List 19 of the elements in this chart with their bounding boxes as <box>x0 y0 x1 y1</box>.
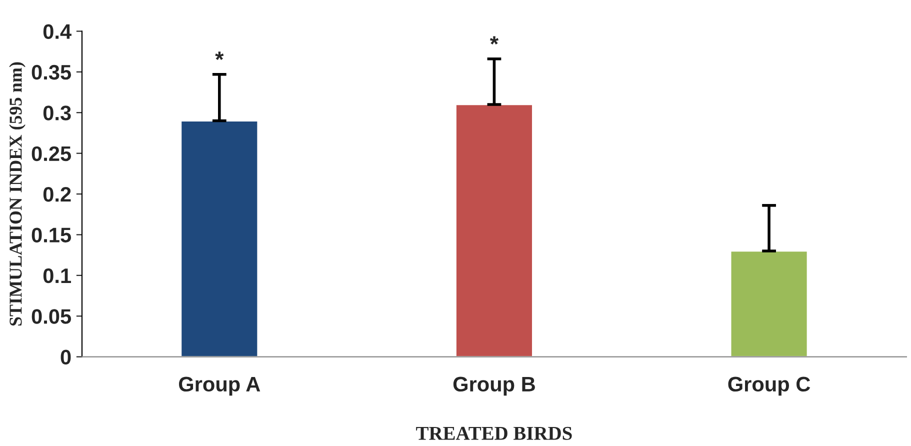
x-tick-label: Group A <box>178 376 260 396</box>
x-axis-title: TREATED BIRDS <box>416 426 572 440</box>
annotation: * <box>215 52 224 60</box>
bar <box>730 250 808 357</box>
annotation: * <box>490 36 499 44</box>
y-tick-label: 0.3 <box>43 106 71 120</box>
y-tick-label: 0.4 <box>43 24 72 39</box>
y-tick-label: 0.2 <box>43 187 71 202</box>
y-tick-label: 0.05 <box>32 309 71 324</box>
y-tick-label: 0.25 <box>32 146 71 162</box>
bar <box>180 120 259 357</box>
y-tick-label: 0.1 <box>43 268 71 284</box>
x-tick-label: Group B <box>453 376 535 396</box>
y-tick-label: 0.15 <box>32 228 71 242</box>
y-tick-label: 0.35 <box>32 64 71 80</box>
bar <box>455 104 534 357</box>
x-tick-label: Group C <box>728 376 810 396</box>
y-axis-title: STIMULATION INDEX (595 nm) <box>9 62 26 326</box>
y-tick-label: 0 <box>60 350 71 365</box>
